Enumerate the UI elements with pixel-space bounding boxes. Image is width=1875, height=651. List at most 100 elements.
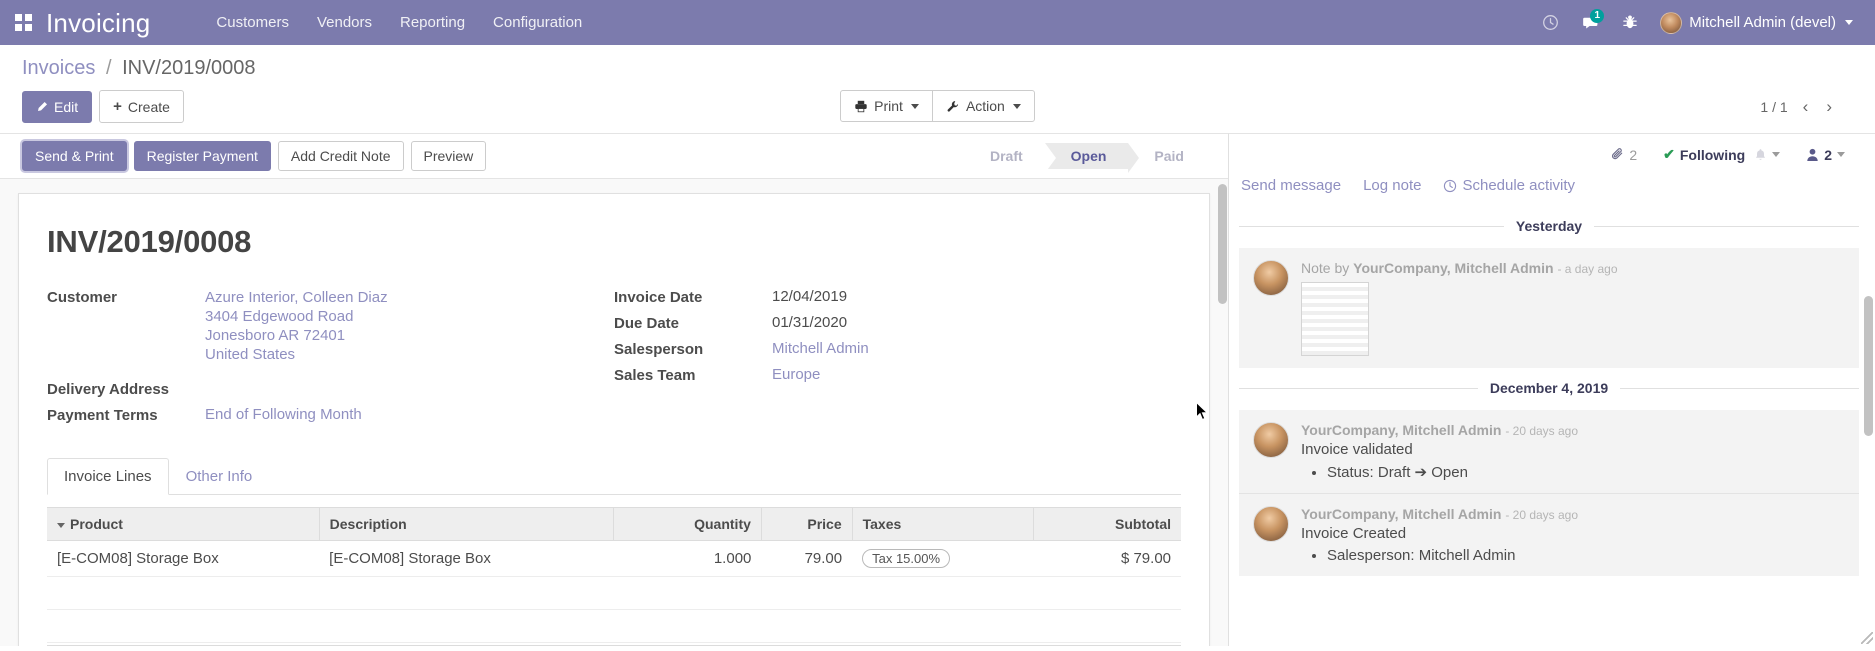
message-timestamp: - 20 days ago — [1505, 508, 1579, 522]
menu-customers[interactable]: Customers — [216, 14, 289, 31]
chatter-message: Note by YourCompany, Mitchell Admin - a … — [1239, 248, 1859, 368]
breadcrumb-separator: / — [105, 57, 112, 79]
cell-quantity: 1.000 — [613, 540, 762, 577]
message-author: YourCompany, Mitchell Admin — [1353, 260, 1554, 276]
messages-chat-bubble-icon[interactable]: 1 — [1570, 0, 1610, 45]
debug-bug-icon[interactable] — [1610, 0, 1650, 45]
user-menu-button[interactable]: Mitchell Admin (devel) — [1650, 11, 1859, 34]
column-header-description[interactable]: Description — [318, 507, 614, 541]
user-avatar — [1660, 11, 1683, 34]
chatter-scrollbar[interactable] — [1864, 256, 1873, 638]
following-toggle[interactable]: ✔ Following — [1663, 146, 1781, 163]
field-due-date: Due Date 01/31/2020 — [614, 314, 1181, 335]
chatter-message-header: YourCompany, Mitchell Admin - 20 days ag… — [1301, 422, 1845, 438]
field-customer-value[interactable]: Azure Interior, Colleen Diaz 3404 Edgewo… — [205, 288, 388, 364]
chatter-message-header: YourCompany, Mitchell Admin - 20 days ag… — [1301, 506, 1845, 522]
field-salesperson-label: Salesperson — [614, 341, 704, 358]
field-customer-label: Customer — [47, 289, 118, 306]
breadcrumb-invoices-link[interactable]: Invoices — [22, 57, 96, 79]
print-dropdown-button[interactable]: Print — [840, 90, 933, 122]
register-payment-button[interactable]: Register Payment — [133, 141, 271, 171]
form-scrollbar[interactable] — [1218, 180, 1227, 646]
column-header-quantity[interactable]: Quantity — [613, 507, 762, 541]
tab-other-info[interactable]: Other Info — [185, 468, 253, 485]
apps-menu-button[interactable] — [0, 14, 46, 31]
log-note-button[interactable]: Log note — [1363, 177, 1422, 194]
field-invoice-date-value[interactable]: 12/04/2019 — [772, 288, 848, 305]
field-sales-team-value[interactable]: Europe — [772, 366, 821, 383]
customer-country[interactable]: United States — [205, 346, 296, 363]
customer-street[interactable]: 3404 Edgewood Road — [205, 308, 354, 325]
menu-configuration[interactable]: Configuration — [493, 14, 583, 31]
send-and-print-button[interactable]: Send & Print — [22, 141, 127, 171]
avatar — [1253, 506, 1289, 542]
field-sales-team: Sales Team Europe — [614, 366, 1181, 387]
field-delivery-address-label: Delivery Address — [47, 381, 170, 398]
plus-icon: + — [113, 98, 122, 115]
chevron-down-icon — [1012, 103, 1021, 109]
create-button[interactable]: + Create — [99, 90, 184, 123]
main-split: Send & Print Register Payment Add Credit… — [0, 133, 1875, 646]
cell-product: [E-COM08] Storage Box — [47, 540, 320, 577]
pager-counter: 1 / 1 — [1760, 98, 1788, 115]
field-invoice-date: Invoice Date 12/04/2019 — [614, 288, 1181, 309]
pager-previous-icon[interactable]: ‹ — [1802, 97, 1809, 116]
message-text: Invoice Created — [1301, 525, 1407, 542]
form-fields: Customer Azure Interior, Colleen Diaz 34… — [47, 288, 1181, 432]
invoice-form-pane: Send & Print Register Payment Add Credit… — [0, 133, 1228, 646]
date-separator-yesterday: Yesterday — [1239, 218, 1859, 234]
clock-icon — [1444, 179, 1457, 192]
message-tracking-list: Status: Draft ➔ Open — [1301, 463, 1845, 481]
notebook-tabs: Invoice Lines Other Info — [47, 458, 1181, 495]
paperclip-icon — [1612, 148, 1623, 160]
cell-taxes: Tax 15.00% — [852, 540, 1034, 577]
status-stage-open[interactable]: Open — [1044, 143, 1140, 173]
followers-button[interactable]: 2 — [1806, 147, 1845, 163]
field-due-date-value[interactable]: 01/31/2020 — [772, 314, 848, 331]
message-author: YourCompany, Mitchell Admin — [1301, 422, 1502, 438]
avatar — [1253, 260, 1289, 296]
top-navbar: Invoicing Customers Vendors Reporting Co… — [0, 0, 1875, 45]
column-header-product[interactable]: Product — [47, 507, 320, 541]
status-stage-paid[interactable]: Paid — [1154, 148, 1184, 164]
pager-next-icon[interactable]: › — [1826, 97, 1832, 116]
column-header-taxes[interactable]: Taxes — [851, 507, 1034, 541]
field-customer: Customer Azure Interior, Colleen Diaz 34… — [47, 288, 614, 364]
navbar-right-tools: 1 Mitchell Admin (devel) — [1530, 0, 1859, 45]
add-credit-note-button[interactable]: Add Credit Note — [277, 141, 404, 171]
attachments-button[interactable]: 2 — [1611, 147, 1637, 163]
following-label: Following — [1679, 146, 1746, 163]
action-dropdown-button[interactable]: Action — [931, 90, 1035, 122]
control-panel-center-group: Print Action — [0, 90, 1875, 122]
customer-city-state-zip[interactable]: Jonesboro AR 72401 — [205, 327, 346, 344]
customer-name[interactable]: Azure Interior, Colleen Diaz — [205, 289, 388, 306]
field-salesperson-value[interactable]: Mitchell Admin — [772, 340, 869, 357]
preview-button[interactable]: Preview — [410, 141, 487, 171]
field-payment-terms-value[interactable]: End of Following Month — [205, 406, 362, 423]
status-stage-draft[interactable]: Draft — [989, 148, 1023, 164]
menu-vendors[interactable]: Vendors — [316, 14, 372, 31]
app-brand-invoicing[interactable]: Invoicing — [46, 7, 151, 38]
table-bottom-rule — [47, 645, 1181, 646]
edit-button[interactable]: Edit — [22, 90, 93, 123]
column-header-subtotal[interactable]: Subtotal — [1033, 507, 1181, 541]
menu-reporting[interactable]: Reporting — [400, 14, 466, 31]
field-payment-terms: Payment Terms End of Following Month — [47, 406, 614, 427]
note-attachment-thumbnail[interactable] — [1301, 282, 1369, 356]
message-author: YourCompany, Mitchell Admin — [1301, 506, 1502, 522]
bell-icon — [1756, 148, 1766, 160]
table-row[interactable]: [E-COM08] Storage Box [E-COM08] Storage … — [47, 540, 1181, 577]
tab-invoice-lines[interactable]: Invoice Lines — [47, 458, 169, 495]
column-header-price[interactable]: Price — [760, 507, 853, 541]
resize-grip[interactable] — [1861, 632, 1873, 644]
chatter-toolbar: 2 ✔ Following 2 — [1229, 134, 1875, 167]
list-item: Status: Draft ➔ Open — [1327, 463, 1845, 481]
activity-clock-icon[interactable] — [1530, 0, 1570, 45]
followers-count: 2 — [1824, 146, 1832, 163]
schedule-activity-button[interactable]: Schedule activity — [1443, 177, 1575, 194]
edit-button-label: Edit — [54, 98, 79, 115]
invoice-lines-table: Product Description Quantity Price Taxes… — [47, 507, 1181, 643]
send-message-button[interactable]: Send message — [1241, 177, 1342, 194]
chatter-message: YourCompany, Mitchell Admin - 20 days ag… — [1239, 493, 1859, 576]
invoice-lines-header: Product Description Quantity Price Taxes… — [47, 507, 1181, 541]
